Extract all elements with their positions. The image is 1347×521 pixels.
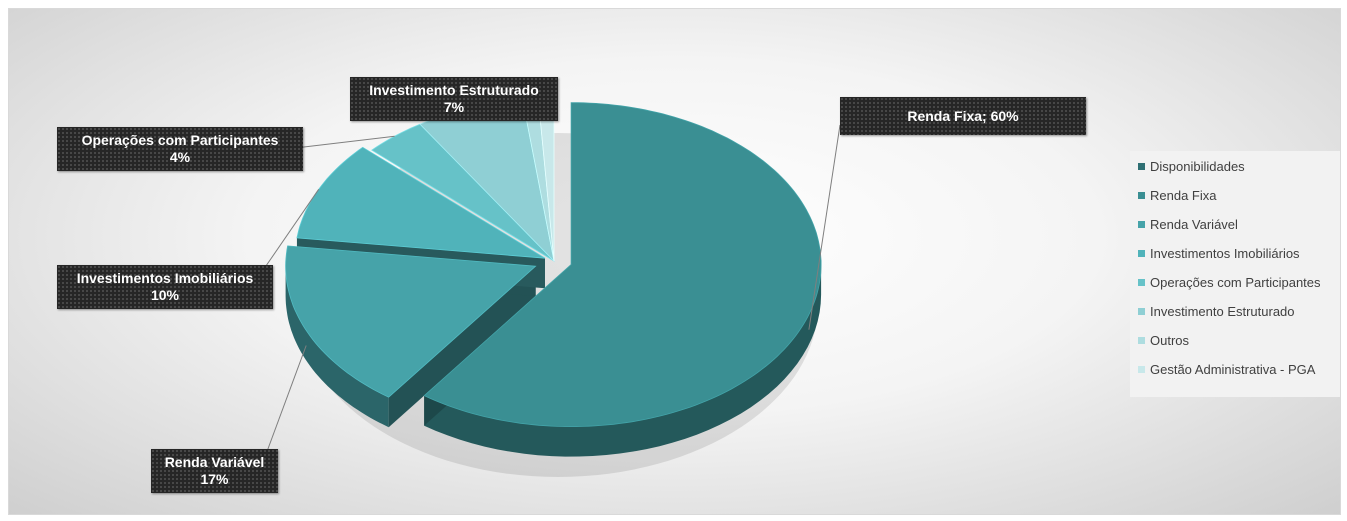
- legend-swatch: [1138, 163, 1145, 170]
- legend-label: Gestão Administrativa - PGA: [1150, 362, 1316, 377]
- legend-label: Outros: [1150, 333, 1190, 348]
- legend-item-renda-variavel: Renda Variável: [1138, 217, 1238, 232]
- legend-swatch: [1138, 192, 1145, 199]
- legend-swatch: [1138, 308, 1145, 315]
- legend-item-operacoes-participantes: Operações com Participantes: [1138, 275, 1321, 290]
- legend-label: Investimentos Imobiliários: [1150, 246, 1300, 261]
- legend-swatch: [1138, 337, 1145, 344]
- pie-slice-operacoes-com-participantes: [371, 123, 555, 262]
- label-investimento-estruturado: Investimento Estruturado 7%: [350, 77, 558, 121]
- leader-line-investimentos-imobiliarios: [256, 189, 320, 280]
- chart-area: Renda Fixa; 60% Renda Variável 17% Inves…: [8, 8, 1341, 515]
- label-estruturado-name: Investimento Estruturado: [369, 82, 539, 98]
- legend: Disponibilidades Renda Fixa Renda Variáv…: [1130, 151, 1340, 397]
- leader-line-renda-variavel: [261, 345, 307, 466]
- legend-swatch: [1138, 250, 1145, 257]
- legend-label: Investimento Estruturado: [1150, 304, 1295, 319]
- label-operacoes-participantes: Operações com Participantes 4%: [57, 127, 303, 171]
- legend-swatch: [1138, 221, 1145, 228]
- legend-label: Renda Variável: [1150, 217, 1238, 232]
- legend-item-renda-fixa: Renda Fixa: [1138, 188, 1216, 203]
- label-investimentos-imobiliarios: Investimentos Imobiliários 10%: [57, 265, 273, 309]
- legend-item-disponibilidades: Disponibilidades: [1138, 159, 1245, 174]
- pie-side-renda-variavel: [285, 266, 389, 428]
- label-imobiliarios-name: Investimentos Imobiliários: [76, 270, 254, 286]
- legend-swatch: [1138, 366, 1145, 373]
- legend-label: Disponibilidades: [1150, 159, 1245, 174]
- leader-line-renda-fixa: [808, 124, 841, 330]
- legend-item-outros: Outros: [1138, 333, 1189, 348]
- label-imobiliarios-value: 10%: [150, 287, 180, 303]
- label-operacoes-name: Operações com Participantes: [81, 132, 279, 148]
- pie-slice-renda-fixa: [423, 102, 822, 427]
- label-estruturado-value: 7%: [443, 99, 465, 115]
- leader-line-operacoes-com-participantes: [286, 135, 395, 150]
- legend-item-investimento-estruturado: Investimento Estruturado: [1138, 304, 1295, 319]
- label-operacoes-value: 4%: [169, 149, 191, 165]
- legend-item-investimentos-imobiliarios: Investimentos Imobiliários: [1138, 246, 1300, 261]
- legend-label: Renda Fixa: [1150, 188, 1217, 203]
- pie-chart: [256, 98, 841, 477]
- label-renda-fixa: Renda Fixa; 60%: [840, 97, 1086, 135]
- legend-item-gestao-administrativa: Gestão Administrativa - PGA: [1138, 362, 1315, 377]
- pie-side-renda-fixa: [424, 264, 822, 457]
- legend-swatch: [1138, 279, 1145, 286]
- label-renda-variavel-value: 17%: [200, 471, 229, 487]
- legend-label: Operações com Participantes: [1150, 275, 1321, 290]
- pie-slice-renda-variavel: [285, 245, 537, 398]
- pie-cut-renda-variavel-0: [388, 266, 536, 428]
- label-renda-variavel-name: Renda Variável: [164, 454, 265, 470]
- label-renda-variavel: Renda Variável 17%: [151, 449, 278, 493]
- label-renda-fixa-text: Renda Fixa; 60%: [907, 108, 1019, 124]
